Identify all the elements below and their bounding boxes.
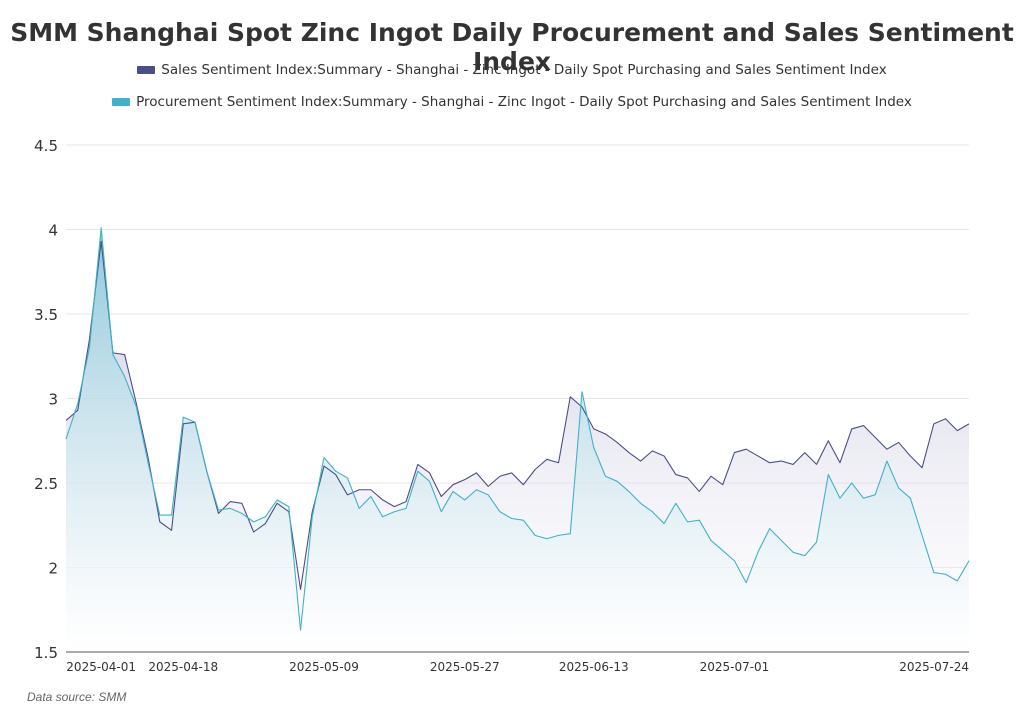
y-tick-label: 1.5 bbox=[34, 644, 58, 662]
x-tick-label: 2025-07-01 bbox=[700, 660, 770, 674]
series-sales-line[interactable] bbox=[65, 240, 970, 591]
x-tick-label: 2025-05-27 bbox=[430, 660, 500, 674]
legend-item-procurement[interactable]: Procurement Sentiment Index:Summary - Sh… bbox=[0, 94, 1024, 110]
x-tick-label: 2025-05-09 bbox=[289, 660, 359, 674]
y-tick-label: 2 bbox=[48, 560, 58, 578]
series-procurement-area bbox=[66, 227, 969, 652]
legend-swatch-sales bbox=[137, 66, 156, 74]
x-tick-label: 2025-06-13 bbox=[559, 660, 629, 674]
legend-label-sales: Sales Sentiment Index:Summary - Shanghai… bbox=[161, 62, 887, 78]
chart-title: SMM Shanghai Spot Zinc Ingot Daily Procu… bbox=[10, 18, 1014, 76]
legend-item-sales[interactable]: Sales Sentiment Index:Summary - Shanghai… bbox=[0, 62, 1024, 78]
y-tick-label: 3.5 bbox=[34, 306, 58, 324]
x-tick-label: 2025-04-01 bbox=[66, 660, 136, 674]
y-tick-label: 3 bbox=[48, 391, 58, 409]
legend-label-procurement: Procurement Sentiment Index:Summary - Sh… bbox=[136, 94, 912, 110]
series-procurement-line[interactable] bbox=[65, 227, 970, 631]
y-tick-label: 4.5 bbox=[34, 137, 58, 155]
y-tick-label: 4 bbox=[48, 222, 58, 240]
x-tick-label: 2025-07-24 bbox=[899, 660, 969, 674]
x-tick-label: 2025-04-18 bbox=[148, 660, 218, 674]
y-tick-label: 2.5 bbox=[34, 475, 58, 493]
data-source-note: Data source: SMM bbox=[27, 690, 127, 704]
legend-swatch-procurement bbox=[112, 98, 131, 106]
